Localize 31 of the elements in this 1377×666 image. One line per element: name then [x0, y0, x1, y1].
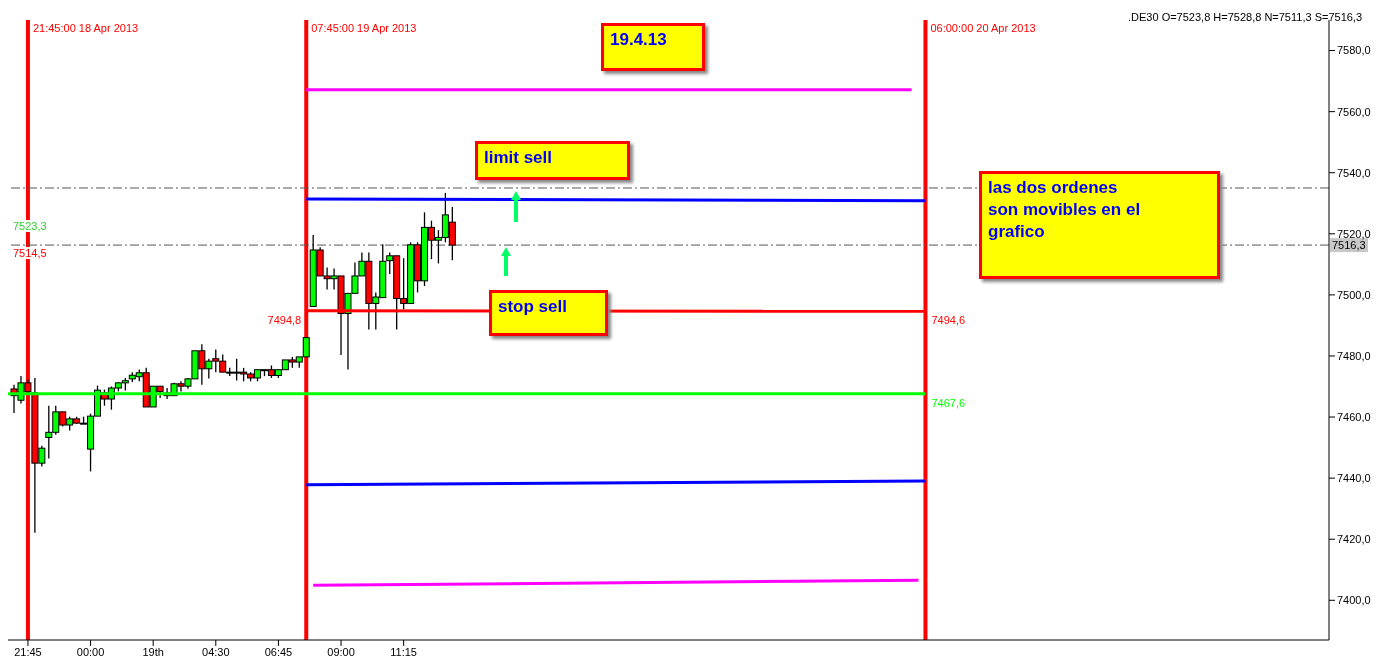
x-tick-label: 11:15 — [390, 645, 418, 658]
ref-line-label: 21:45:00 18 Apr 2013 — [32, 22, 139, 34]
ref-line-label: 7516,3 — [1332, 239, 1366, 252]
data-label: 7467,6 — [931, 396, 966, 409]
x-tick-label: 19th — [142, 645, 164, 658]
data-label: 7494,6 — [931, 314, 966, 327]
callout-box: stop sell — [489, 290, 608, 336]
y-tick-label: 7480,0 — [1337, 349, 1371, 362]
x-tick-label: 09:00 — [327, 645, 355, 658]
y-tick-label: 7440,0 — [1337, 472, 1371, 485]
y-tick-label: 7520,0 — [1337, 227, 1371, 240]
y-tick-label: 7400,0 — [1337, 594, 1371, 607]
chart-subtitle: .DE30 O=7523,8 H=7528,8 N=7511,3 S=7516,3 — [1128, 11, 1363, 23]
ref-line-label: 07:45:00 19 Apr 2013 — [311, 22, 417, 34]
x-tick-label: 04:30 — [202, 645, 230, 658]
ref-line-label: 06:00:00 20 Apr 2013 — [930, 22, 1036, 34]
callout-box: las dos ordenes son movibles en el grafico — [979, 171, 1220, 279]
y-tick-label: 7580,0 — [1337, 44, 1371, 57]
x-tick-label: 06:45 — [264, 645, 293, 658]
annotation: 7514,5 — [12, 247, 48, 259]
data-label: 7494,8 — [267, 313, 302, 326]
y-tick-label: 7560,0 — [1337, 105, 1371, 118]
callout-box: limit sell — [475, 141, 630, 180]
y-tick-label: 7420,0 — [1337, 533, 1371, 546]
y-tick-label: 7460,0 — [1337, 410, 1371, 423]
x-tick-label: 00:00 — [76, 645, 105, 658]
callout-box: 19.4.13 — [601, 23, 705, 71]
y-tick-label: 7540,0 — [1337, 166, 1371, 179]
x-tick-label: 21:45 — [14, 645, 42, 658]
annotation: 7523,3 — [12, 220, 48, 232]
y-tick-label: 7500,0 — [1337, 288, 1371, 301]
